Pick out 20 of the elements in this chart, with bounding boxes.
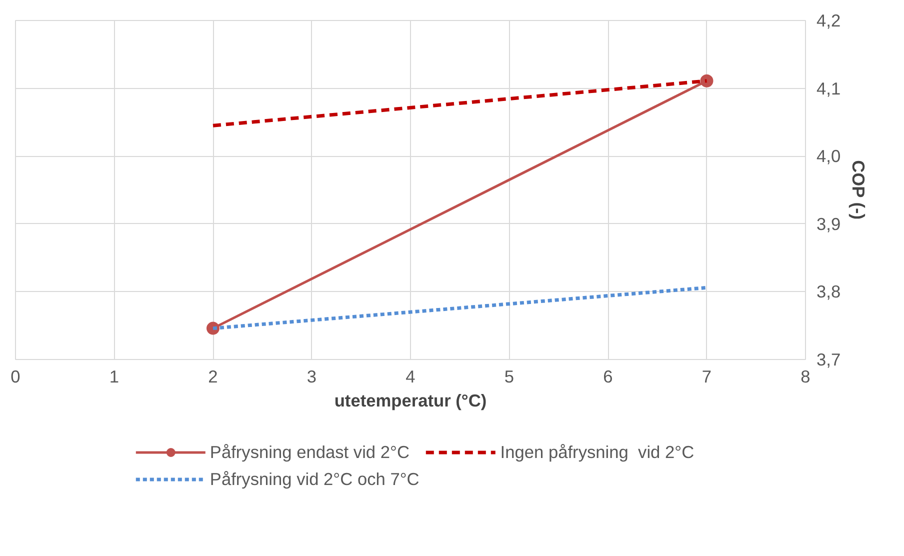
y-tick-label: 4,1 — [816, 78, 841, 98]
legend-label: Ingen påfrysning vid 2°C — [500, 442, 694, 462]
x-tick-label: 6 — [603, 366, 613, 386]
y-tick-label: 4,0 — [816, 146, 841, 166]
y-tick-label: 4,2 — [816, 10, 841, 30]
x-tick-label: 3 — [306, 366, 317, 386]
y-tick-label: 3,9 — [816, 214, 841, 234]
x-tick-label: 4 — [406, 366, 416, 386]
x-tick-label: 7 — [702, 366, 712, 386]
y-tick-label: 3,8 — [816, 282, 841, 302]
legend-label: Påfrysning vid 2°C och 7°C — [210, 468, 420, 490]
x-axis-title: utetemperatur (°C) — [334, 390, 487, 410]
x-tick-label: 8 — [800, 366, 810, 386]
y-axis-title: COP (-) — [848, 160, 869, 220]
x-tick-label: 1 — [109, 366, 120, 386]
y-tick-label: 3,7 — [816, 350, 841, 370]
x-tick-label: 0 — [10, 366, 20, 386]
x-tick-label: 2 — [208, 366, 218, 386]
x-tick-label: 5 — [504, 366, 514, 386]
legend-label: Påfrysning endast vid 2°C — [210, 442, 410, 462]
